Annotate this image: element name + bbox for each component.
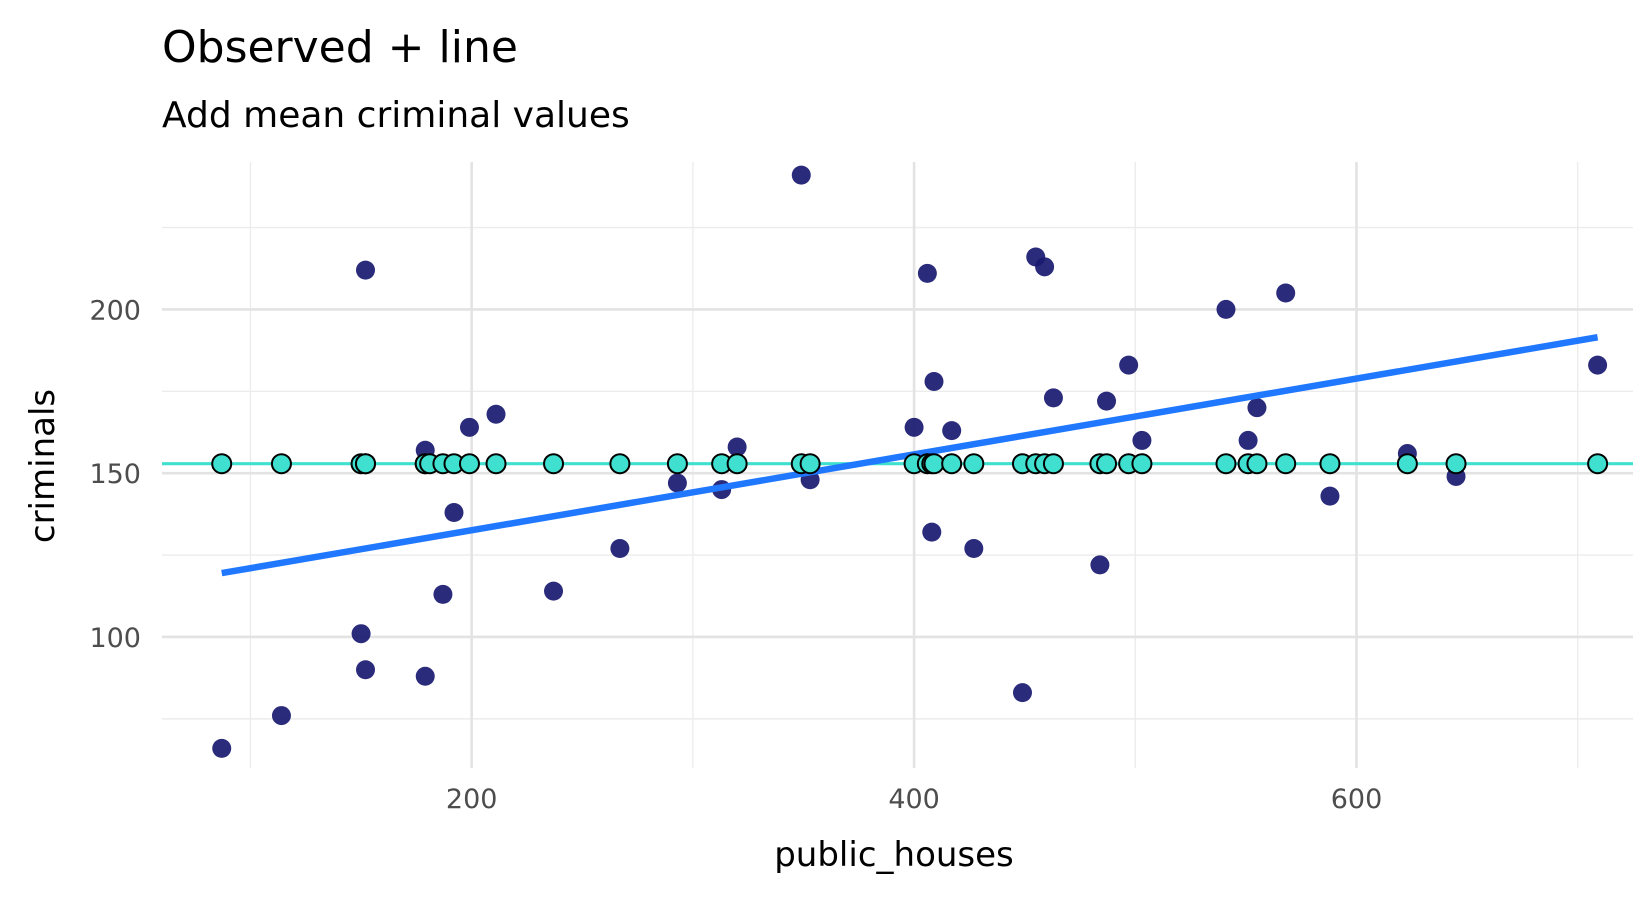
x-tick-label: 200 bbox=[446, 784, 498, 815]
observed-point bbox=[271, 706, 291, 726]
mean-point bbox=[1319, 453, 1341, 475]
mean-point bbox=[1042, 453, 1064, 475]
mean-point bbox=[963, 453, 985, 475]
observed-point bbox=[942, 421, 962, 441]
observed-point bbox=[1588, 355, 1608, 375]
grid bbox=[162, 162, 1633, 768]
mean-point bbox=[543, 453, 565, 475]
observed-point bbox=[1276, 283, 1296, 303]
x-axis-title: public_houses bbox=[774, 835, 1014, 875]
observed-point bbox=[924, 371, 944, 391]
observed-point bbox=[1035, 257, 1055, 277]
mean-point bbox=[270, 453, 292, 475]
mean-point bbox=[726, 453, 748, 475]
mean-point bbox=[355, 453, 377, 475]
observed-point bbox=[610, 539, 630, 559]
x-axis-tick-labels: 200 400 600 bbox=[446, 784, 1382, 815]
chart-subtitle: Add mean criminal values bbox=[162, 95, 630, 136]
observed-point bbox=[964, 539, 984, 559]
observed-point bbox=[667, 473, 687, 493]
observed-point bbox=[1119, 355, 1139, 375]
observed-point bbox=[356, 260, 376, 280]
y-axis-title: criminals bbox=[23, 389, 63, 543]
observed-point bbox=[1238, 430, 1258, 450]
observed-point bbox=[459, 417, 479, 437]
mean-point bbox=[1445, 453, 1467, 475]
x-tick-label: 400 bbox=[888, 784, 940, 815]
observed-point bbox=[415, 666, 435, 686]
mean-point bbox=[666, 453, 688, 475]
observed-point bbox=[356, 660, 376, 680]
observed-point bbox=[212, 738, 232, 758]
mean-point bbox=[799, 453, 821, 475]
mean-point bbox=[1396, 453, 1418, 475]
observed-point bbox=[544, 581, 564, 601]
observed-point bbox=[1097, 391, 1117, 411]
mean-point bbox=[941, 453, 963, 475]
chart-title: Observed + line bbox=[162, 22, 518, 73]
y-tick-label: 100 bbox=[89, 623, 141, 654]
observed-point bbox=[433, 584, 453, 604]
x-tick-label: 600 bbox=[1331, 784, 1383, 815]
observed-point bbox=[444, 502, 464, 522]
mean-point bbox=[1246, 453, 1268, 475]
y-axis-tick-labels: 100 150 200 bbox=[89, 295, 141, 654]
mean-point bbox=[1131, 453, 1153, 475]
observed-point bbox=[1247, 398, 1267, 418]
observed-point bbox=[1090, 555, 1110, 575]
mean-point bbox=[1096, 453, 1118, 475]
observed-point bbox=[486, 404, 506, 424]
mean-points bbox=[211, 453, 1609, 475]
observed-point bbox=[791, 165, 811, 185]
observed-point bbox=[351, 624, 371, 644]
mean-point bbox=[485, 453, 507, 475]
y-tick-label: 150 bbox=[89, 459, 141, 490]
observed-point bbox=[1216, 299, 1236, 319]
observed-point bbox=[1043, 388, 1063, 408]
observed-point bbox=[727, 437, 747, 457]
observed-point bbox=[1012, 683, 1032, 703]
mean-point bbox=[211, 453, 233, 475]
mean-point bbox=[609, 453, 631, 475]
y-tick-label: 200 bbox=[89, 295, 141, 326]
mean-point bbox=[1275, 453, 1297, 475]
observed-point bbox=[1320, 486, 1340, 506]
observed-point bbox=[904, 417, 924, 437]
mean-point bbox=[458, 453, 480, 475]
mean-point bbox=[1215, 453, 1237, 475]
mean-point bbox=[1587, 453, 1609, 475]
observed-point bbox=[922, 522, 942, 542]
observed-point bbox=[917, 263, 937, 283]
observed-point bbox=[1132, 430, 1152, 450]
mean-point bbox=[923, 453, 945, 475]
